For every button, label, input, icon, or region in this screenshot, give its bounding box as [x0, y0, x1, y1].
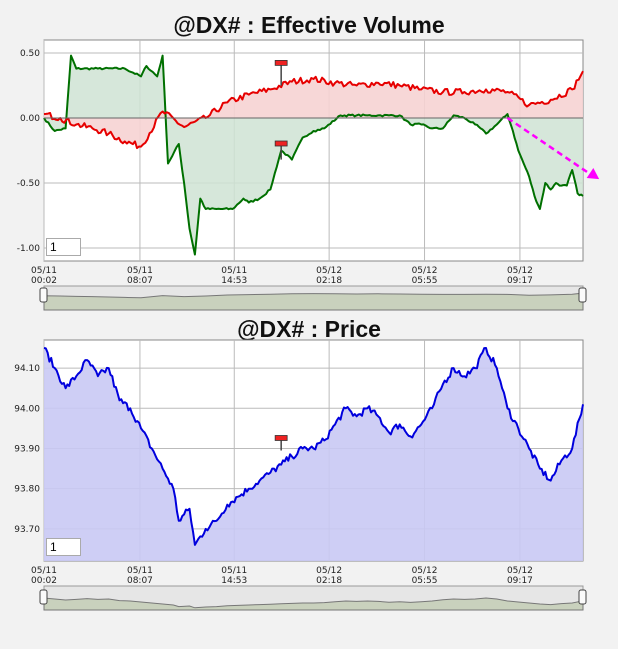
- y-tick-label: 94.00: [14, 404, 40, 414]
- effective-volume-chart[interactable]: 0.500.00-0.50-1.00 05/1100:0205/1108:070…: [0, 0, 618, 318]
- x-tick-time: 14:53: [221, 576, 247, 586]
- marker-flag: [274, 435, 288, 441]
- x-tick-time: 00:02: [31, 576, 57, 586]
- chart-title: @DX# : Price: [237, 316, 381, 342]
- x-tick-date: 05/11: [127, 266, 153, 276]
- x-tick-date: 05/12: [507, 266, 533, 276]
- x-axis-ticks: 05/1100:0205/1108:0705/1114:5305/1202:18…: [31, 566, 533, 586]
- y-axis-ticks: 94.10 94.00 93.90 93.80 93.70: [14, 364, 40, 535]
- navigator-handle-right[interactable]: [578, 287, 587, 303]
- x-tick-time: 02:18: [316, 576, 342, 586]
- period-input[interactable]: 1: [46, 238, 81, 256]
- x-tick-time: 00:02: [31, 276, 57, 286]
- y-tick-label: 94.10: [14, 364, 40, 374]
- series-area: [44, 71, 583, 149]
- marker-flag: [274, 140, 288, 147]
- trend-arrow-head: [586, 168, 600, 180]
- marker-flag: [274, 60, 288, 66]
- x-tick-date: 05/11: [31, 266, 57, 276]
- chart-title: @DX# : Effective Volume: [173, 12, 445, 38]
- x-tick-date: 05/11: [31, 566, 57, 576]
- x-tick-date: 05/12: [412, 566, 438, 576]
- x-tick-time: 09:17: [507, 276, 533, 286]
- y-tick-label: -1.00: [17, 244, 41, 254]
- x-tick-date: 05/12: [412, 266, 438, 276]
- y-tick-label: 0.00: [20, 114, 40, 124]
- price-area: [44, 348, 583, 561]
- x-tick-date: 05/11: [221, 566, 247, 576]
- price-panel: @DX# : Price 94.10 94.00 93.90 93.80 93.70 0…: [0, 316, 618, 649]
- x-axis-ticks: 05/1100:0205/1108:0705/1114:5305/1202:18…: [31, 266, 533, 286]
- y-tick-label: 93.90: [14, 444, 40, 454]
- x-tick-time: 14:53: [221, 276, 247, 286]
- x-tick-time: 02:18: [316, 276, 342, 286]
- area-fills: [44, 348, 583, 561]
- x-tick-date: 05/12: [507, 566, 533, 576]
- x-tick-time: 08:07: [127, 576, 153, 586]
- x-tick-time: 08:07: [127, 276, 153, 286]
- y-tick-label: 93.70: [14, 525, 40, 535]
- navigator-handle-right[interactable]: [578, 589, 587, 605]
- x-tick-date: 05/11: [127, 566, 153, 576]
- y-tick-label: 93.80: [14, 485, 40, 495]
- navigator-handle-left[interactable]: [39, 287, 48, 303]
- navigator-sparkline: [43, 292, 584, 311]
- x-tick-time: 09:17: [507, 576, 533, 586]
- series-area: [44, 55, 583, 255]
- y-axis-ticks: 0.50 0.00 -0.50 -1.00: [17, 49, 41, 254]
- trend-arrow-line: [506, 116, 594, 178]
- period-input[interactable]: 1: [46, 538, 81, 556]
- x-tick-date: 05/11: [221, 266, 247, 276]
- area-fills: [44, 55, 583, 255]
- price-line: [43, 347, 584, 546]
- navigator-handle-left[interactable]: [39, 589, 48, 605]
- x-tick-date: 05/12: [316, 566, 342, 576]
- series-lines: [43, 54, 584, 256]
- time-navigator[interactable]: [39, 585, 587, 611]
- x-tick-date: 05/12: [316, 266, 342, 276]
- series-lines: [43, 347, 584, 546]
- y-tick-label: -0.50: [17, 179, 41, 189]
- annotations: [274, 60, 600, 180]
- series-line: [43, 70, 584, 150]
- y-tick-label: 0.50: [20, 49, 40, 59]
- x-tick-time: 05:55: [412, 576, 438, 586]
- time-navigator[interactable]: [39, 285, 587, 311]
- x-tick-time: 05:55: [412, 276, 438, 286]
- effective-volume-panel: @DX# : Effective Volume 0.50 0.00 -0.50 -1.…: [0, 0, 618, 318]
- navigator-sparkline: [43, 597, 584, 611]
